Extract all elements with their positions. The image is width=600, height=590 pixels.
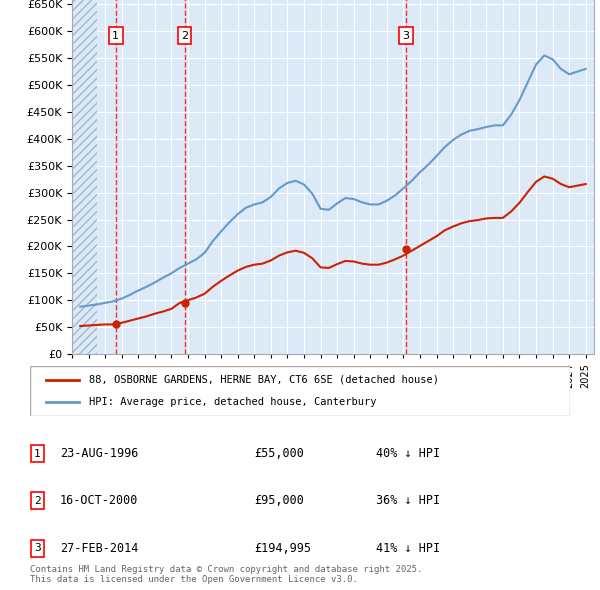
Text: 2: 2 xyxy=(181,31,188,41)
Text: HPI: Average price, detached house, Canterbury: HPI: Average price, detached house, Cant… xyxy=(89,397,377,407)
FancyBboxPatch shape xyxy=(31,540,44,556)
Text: 27-FEB-2014: 27-FEB-2014 xyxy=(60,542,139,555)
Text: 1: 1 xyxy=(112,31,119,41)
Text: 23-AUG-1996: 23-AUG-1996 xyxy=(60,447,139,460)
Text: 3: 3 xyxy=(34,543,41,553)
Text: 16-OCT-2000: 16-OCT-2000 xyxy=(60,494,139,507)
FancyBboxPatch shape xyxy=(30,366,570,416)
FancyBboxPatch shape xyxy=(31,445,44,462)
Text: 36% ↓ HPI: 36% ↓ HPI xyxy=(376,494,440,507)
FancyBboxPatch shape xyxy=(31,493,44,509)
Text: £194,995: £194,995 xyxy=(254,542,311,555)
Text: 1: 1 xyxy=(34,449,41,458)
Text: 88, OSBORNE GARDENS, HERNE BAY, CT6 6SE (detached house): 88, OSBORNE GARDENS, HERNE BAY, CT6 6SE … xyxy=(89,375,439,385)
Text: 2: 2 xyxy=(34,496,41,506)
Text: 3: 3 xyxy=(403,31,410,41)
Text: £95,000: £95,000 xyxy=(254,494,304,507)
Text: Contains HM Land Registry data © Crown copyright and database right 2025.
This d: Contains HM Land Registry data © Crown c… xyxy=(30,565,422,584)
Text: £55,000: £55,000 xyxy=(254,447,304,460)
Text: 40% ↓ HPI: 40% ↓ HPI xyxy=(376,447,440,460)
Text: 41% ↓ HPI: 41% ↓ HPI xyxy=(376,542,440,555)
